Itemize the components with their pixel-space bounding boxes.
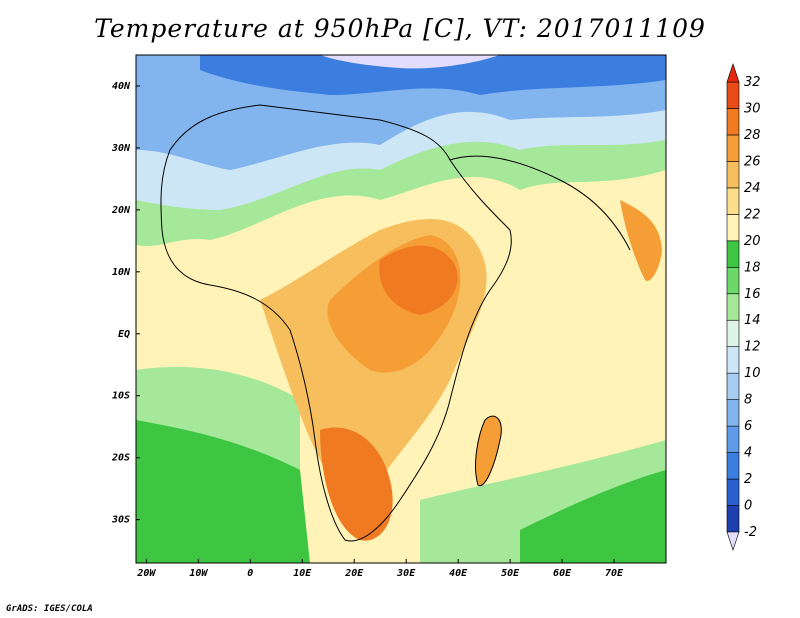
colorbar-label: 24 bbox=[744, 181, 761, 196]
colorbar-swatch bbox=[726, 478, 740, 506]
lon-tick-label: 10W bbox=[189, 568, 208, 579]
colorbar-swatch bbox=[726, 266, 740, 295]
colorbar-swatch bbox=[726, 372, 740, 400]
colorbar-swatch bbox=[726, 319, 740, 348]
lon-tick-label: 20W bbox=[136, 568, 156, 579]
colorbar-label: 26 bbox=[744, 154, 761, 169]
latitude-axis: 40N 30N 20N 10N EQ 10S 20S 30S bbox=[111, 81, 140, 526]
lat-tick-label: 30S bbox=[111, 515, 130, 526]
lat-tick-label: 20S bbox=[111, 453, 130, 464]
lon-tick-label: 30E bbox=[396, 568, 416, 579]
colorbar-label: 8 bbox=[744, 393, 752, 408]
colorbar-label: -2 bbox=[744, 525, 757, 540]
colorbar-swatch bbox=[726, 134, 740, 162]
colorbar-label: 18 bbox=[744, 260, 761, 275]
colorbar-label: 30 bbox=[744, 101, 761, 116]
colorbar-label: 22 bbox=[744, 207, 761, 222]
africa-coastline bbox=[160, 104, 512, 542]
india-warm-region bbox=[620, 200, 662, 281]
colorbar-label: 4 bbox=[744, 446, 752, 461]
colorbar-swatch bbox=[726, 187, 740, 215]
colorbar-swatch bbox=[726, 161, 740, 189]
lon-tick-label: 20E bbox=[344, 568, 364, 579]
colorbar-swatch bbox=[726, 81, 740, 109]
colorbar-under-triangle bbox=[726, 531, 740, 551]
lon-tick-label: 60E bbox=[553, 568, 572, 579]
colorbar-swatch bbox=[726, 425, 740, 453]
map-title: Temperature at 950hPa [C], VT: 201701110… bbox=[94, 14, 706, 43]
lon-tick-label: 40E bbox=[449, 568, 468, 579]
colorbar-label: 28 bbox=[744, 128, 761, 143]
colorbar-label: 32 bbox=[744, 75, 761, 90]
madagascar-warm-region bbox=[475, 416, 502, 486]
colorbar-label: 14 bbox=[744, 313, 761, 328]
lat-tick-label: 10N bbox=[112, 267, 131, 278]
colorbar-swatch bbox=[726, 452, 740, 480]
colorbar-swatch bbox=[726, 108, 740, 136]
colorbar-swatch bbox=[726, 505, 740, 533]
south-atlantic-cold-band bbox=[136, 420, 310, 563]
colorbar-label: 10 bbox=[744, 366, 761, 381]
lon-tick-label: 70E bbox=[605, 568, 624, 579]
lat-tick-label: 20N bbox=[111, 205, 131, 216]
colorbar-over-triangle bbox=[726, 63, 740, 83]
colorbar-swatch bbox=[726, 214, 740, 242]
subzero-patch bbox=[320, 55, 500, 69]
europe-cold-band bbox=[200, 55, 666, 95]
colorbar-label: 12 bbox=[744, 340, 761, 355]
colorbar-swatch bbox=[726, 240, 740, 268]
colorbar-label: 6 bbox=[744, 419, 752, 434]
map-frame bbox=[135, 54, 667, 564]
longitude-axis: 20W 10W 0 10E 20E 30E 40E 50E 60E 70E bbox=[136, 559, 624, 579]
colorbar-label: 20 bbox=[744, 234, 761, 249]
lon-tick-label: 50E bbox=[501, 568, 520, 579]
colorbar-label: 0 bbox=[744, 499, 752, 514]
lon-tick-label: 10E bbox=[293, 568, 312, 579]
grads-credit: GrADS: IGES/COLA bbox=[6, 604, 93, 614]
colorbar-swatch bbox=[726, 346, 740, 374]
madagascar-coastline bbox=[475, 415, 502, 487]
lon-tick-label: 0 bbox=[247, 568, 253, 579]
lat-tick-label: 10S bbox=[112, 391, 130, 402]
lat-tick-label: 30N bbox=[111, 143, 131, 154]
south-indian-cold-band bbox=[520, 470, 666, 563]
colorbar-label: 16 bbox=[744, 287, 761, 302]
lat-tick-label: EQ bbox=[118, 329, 130, 340]
colorbar-swatch bbox=[726, 399, 740, 427]
colorbar-swatch bbox=[726, 293, 740, 321]
sudan-hottest-region bbox=[379, 245, 458, 315]
lat-tick-label: 40N bbox=[112, 81, 131, 92]
colorbar-label: 2 bbox=[744, 472, 752, 487]
arabia-coastline bbox=[449, 155, 631, 251]
southern-africa-hot-region bbox=[320, 427, 393, 541]
temperature-field bbox=[136, 55, 666, 563]
